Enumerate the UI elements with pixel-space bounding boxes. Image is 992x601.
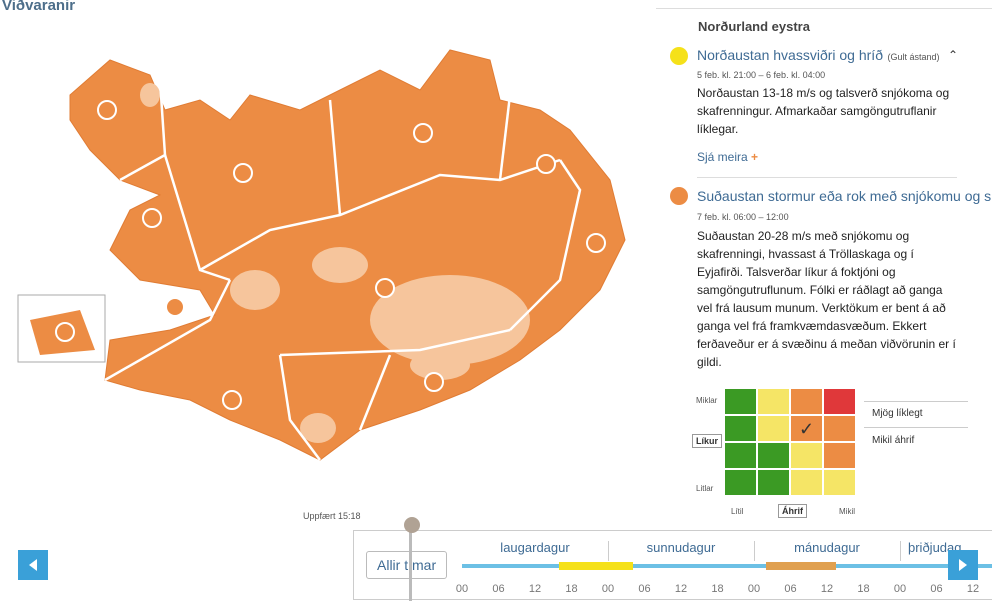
time-cursor[interactable] (409, 519, 412, 601)
prev-button[interactable] (18, 550, 48, 580)
hour-label: 12 (674, 583, 688, 595)
day-label: laugardagur (500, 540, 570, 555)
matrix-x-low: Lítil (731, 507, 744, 516)
time-bar (462, 564, 992, 568)
region-borders (104, 79, 582, 461)
hour-label: 00 (747, 583, 761, 595)
see-more[interactable]: Sjá meira + (697, 150, 758, 164)
warning-1-heading[interactable]: Norðaustan hvassviðri og hríð (Gult ásta… (697, 47, 939, 65)
hour-label: 18 (857, 583, 870, 595)
warning-text: Norðaustan 13-18 m/s og talsverð snjókom… (697, 86, 950, 136)
hour-label: 00 (455, 583, 469, 595)
yellow-icon (670, 47, 688, 65)
next-button[interactable] (948, 550, 978, 580)
updated: Uppfært 15:18 (303, 511, 361, 521)
hour-label: 00 (601, 583, 615, 595)
page-title: Viðvaranir (2, 0, 76, 14)
divider (864, 427, 968, 428)
cursor-handle[interactable] (404, 517, 420, 533)
yellow-period (559, 562, 633, 570)
day-separator (900, 541, 901, 561)
orange-icon (670, 187, 688, 205)
warning-text: Suðaustan 20-28 m/s með snjókomu og skaf… (697, 229, 956, 369)
hour-label: 18 (565, 583, 578, 595)
hour-label: 18 (711, 583, 724, 595)
matrix-x-high: Mikil (839, 507, 855, 516)
orange-period (766, 562, 836, 570)
warning-title: Norðaustan hvassviðri og hríð (697, 47, 883, 63)
hour-label: 12 (528, 583, 542, 595)
all-times-button[interactable]: Allir tímar (366, 551, 448, 579)
collapse[interactable]: ⌃ (948, 48, 959, 62)
divider (656, 8, 992, 9)
day-label: mánudagur (794, 540, 860, 555)
region-name: Norðurland eystra (698, 19, 810, 34)
warning-icons[interactable] (55, 100, 606, 410)
divider (864, 401, 968, 402)
timeline: Allir tímar 00 06 12 18 00 06 12 18 00 06 12 18 00 06… (353, 519, 992, 601)
risk-matrix: ✓ (724, 388, 860, 498)
highlands (140, 83, 530, 443)
matrix-y-high: Miklar (696, 396, 718, 405)
hour-label: 06 (930, 583, 943, 595)
warning-panel: Norðurland eystra Norðaustan hvassviðri … (656, 0, 992, 520)
impact: Mikil áhrif (872, 435, 915, 446)
day-separator (754, 541, 755, 561)
matrix-y-low: Litlar (696, 484, 714, 493)
hour-label: 00 (893, 583, 907, 595)
day-label: sunnudagur (646, 540, 716, 555)
matrix-x-axis: Áhrif (778, 504, 807, 518)
divider (697, 177, 957, 178)
see-more-label: Sjá meira (697, 150, 748, 164)
map[interactable] (0, 20, 650, 500)
warning-time: 5 feb. kl. 21:00 – 6 feb. kl. 04:00 (697, 70, 826, 80)
see-more-icon: + (751, 150, 759, 164)
warning-title[interactable]: Suðaustan stormur eða rok með snjókomu o… (697, 188, 992, 204)
hour-label: 06 (492, 583, 505, 595)
hour-label: 06 (784, 583, 797, 595)
matrix-y-axis: Líkur (692, 434, 723, 448)
warning-time: 7 feb. kl. 06:00 – 12:00 (697, 212, 789, 222)
likelihood: Mjög líklegt (872, 408, 923, 419)
warning-level: (Gult ástand) (887, 52, 940, 62)
hour-label: 06 (638, 583, 651, 595)
hour-label: 12 (820, 583, 834, 595)
day-separator (608, 541, 609, 561)
hour-label: 12 (966, 583, 980, 595)
